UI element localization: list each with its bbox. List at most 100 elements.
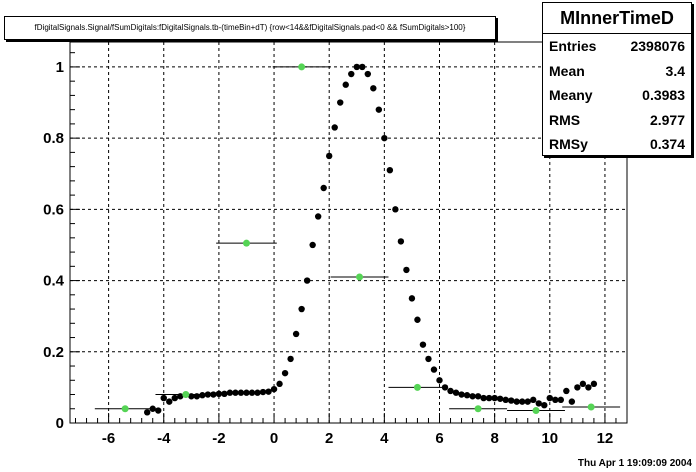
- data-point: [419, 341, 427, 348]
- data-point-green: [532, 407, 540, 415]
- data-point: [370, 85, 377, 92]
- data-point-green: [413, 383, 421, 391]
- stats-value: 3.4: [665, 62, 685, 79]
- stats-row: Meany 0.3983: [543, 83, 691, 108]
- data-point: [303, 277, 311, 284]
- data-point: [155, 407, 162, 414]
- data-point: [452, 389, 460, 396]
- data-point: [430, 366, 438, 373]
- data-point-green: [121, 405, 129, 413]
- stats-value: 0.374: [649, 136, 685, 152]
- chart-title: fDigitalSignals.Signal/fSumDigitals:fDig…: [4, 16, 496, 40]
- data-point: [392, 206, 399, 213]
- data-point: [215, 390, 223, 398]
- stats-label: RMS: [549, 111, 581, 128]
- data-point: [348, 70, 355, 78]
- y-tick-label: 0.8: [43, 130, 64, 147]
- stats-label: Meany: [549, 87, 593, 103]
- data-point: [309, 241, 316, 249]
- data-point: [314, 213, 322, 220]
- data-point-green: [242, 239, 250, 247]
- x-tick-label: 0: [270, 430, 278, 447]
- data-point: [364, 70, 372, 78]
- data-point: [237, 389, 245, 396]
- data-point: [568, 398, 576, 405]
- data-point: [519, 398, 526, 405]
- data-point: [485, 394, 493, 402]
- data-point: [144, 409, 151, 416]
- y-tick-label: 0.2: [43, 344, 64, 361]
- data-point: [254, 389, 261, 396]
- data-point: [403, 266, 410, 274]
- stats-row: Entries 2398076: [543, 34, 691, 59]
- data-point: [204, 391, 212, 398]
- x-tick-label: 10: [541, 430, 558, 447]
- data-point: [226, 389, 234, 396]
- axes-frame: [69, 41, 628, 424]
- data-point-green: [298, 63, 306, 71]
- data-point: [199, 392, 206, 399]
- stats-value: 2.977: [649, 111, 685, 128]
- data-point: [276, 380, 283, 388]
- data-point: [270, 385, 278, 393]
- data-point: [386, 166, 394, 174]
- x-tick-label: -4: [157, 430, 171, 447]
- axis-ticks: -6 -4 -2 0 2 4 6 8 10 12 0 0.2 0.4 0.6 0.8 1: [43, 52, 617, 447]
- data-point: [259, 388, 267, 396]
- data-point: [243, 389, 250, 396]
- data-point: [496, 395, 504, 402]
- data-point: [397, 238, 405, 245]
- data-point: [265, 388, 272, 395]
- data-point: [359, 63, 366, 71]
- data-point: [590, 380, 598, 388]
- stats-row: RMS 2.977: [543, 108, 691, 133]
- data-point: [177, 393, 184, 400]
- data-point: [353, 63, 360, 71]
- data-point: [287, 355, 294, 363]
- data-point: [281, 369, 289, 377]
- data-point: [408, 295, 416, 302]
- data-point: [325, 152, 333, 160]
- data-point: [331, 124, 338, 131]
- data-point: [469, 393, 476, 400]
- timestamp-footer: Thu Apr 1 19:09:09 2004: [577, 458, 692, 469]
- x-tick-label: -6: [102, 430, 115, 447]
- data-point-green: [474, 405, 482, 413]
- x-tick-label: 6: [435, 430, 443, 447]
- data-point: [491, 394, 498, 402]
- data-point: [232, 389, 239, 396]
- data-point-green: [182, 391, 190, 399]
- x-tick-label: 8: [490, 430, 498, 447]
- data-point: [552, 396, 559, 404]
- data-point: [337, 99, 344, 106]
- stats-value: 2398076: [630, 38, 685, 54]
- data-point: [458, 391, 465, 398]
- y-tick-label: 0: [56, 415, 64, 432]
- data-point: [524, 398, 531, 405]
- data-point: [160, 394, 167, 402]
- data-point-green: [356, 273, 364, 281]
- stats-label: Mean: [549, 62, 585, 79]
- data-point: [298, 305, 305, 313]
- grid: [70, 42, 627, 423]
- data-point: [441, 384, 449, 391]
- data-point: [574, 384, 581, 391]
- stats-label: Entries: [549, 38, 597, 54]
- data-points: [121, 63, 598, 416]
- data-point: [414, 316, 421, 323]
- data-point: [171, 394, 178, 402]
- data-point: [480, 394, 487, 402]
- data-point: [149, 405, 156, 412]
- data-point: [375, 106, 383, 113]
- data-point: [436, 377, 443, 384]
- data-point: [221, 390, 228, 398]
- data-point: [563, 387, 570, 395]
- data-point: [585, 384, 592, 391]
- data-point: [381, 134, 388, 142]
- stats-row: RMSy 0.374: [543, 132, 691, 157]
- data-point: [292, 330, 300, 338]
- data-point: [248, 389, 256, 396]
- data-point: [557, 396, 565, 404]
- data-point: [535, 400, 542, 407]
